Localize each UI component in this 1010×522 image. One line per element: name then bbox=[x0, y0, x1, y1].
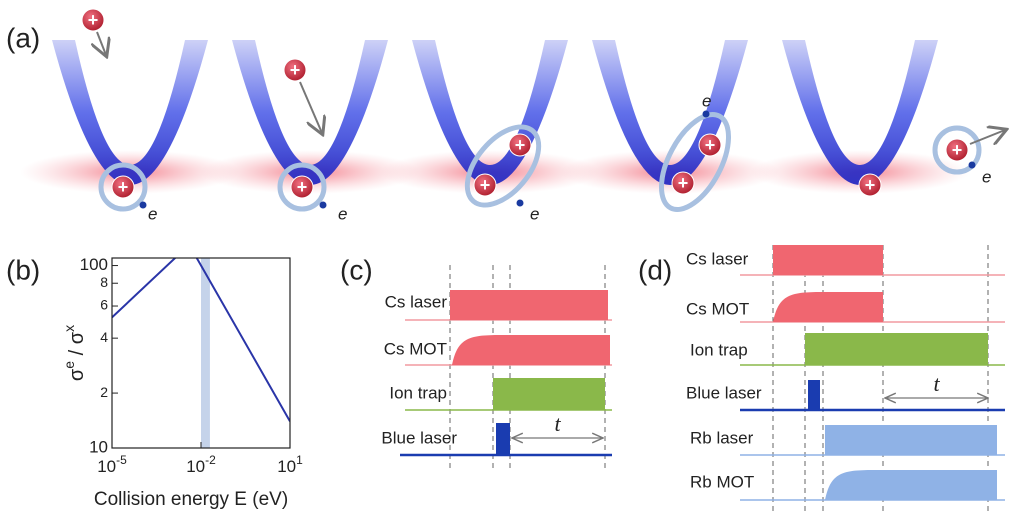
ion bbox=[671, 171, 695, 195]
row-label: Cs laser bbox=[385, 292, 448, 311]
pulse bbox=[452, 335, 610, 365]
row-label: Rb laser bbox=[690, 428, 754, 447]
y-tick-label: 8 bbox=[100, 274, 108, 290]
interval-label: t bbox=[933, 371, 940, 396]
ion-charge: + bbox=[88, 10, 99, 30]
potential-well bbox=[52, 40, 208, 185]
pulse bbox=[808, 380, 820, 410]
ion bbox=[858, 173, 882, 197]
ion bbox=[290, 175, 314, 199]
row-label: Ion trap bbox=[690, 340, 748, 359]
y-axis-title: σe / σx bbox=[61, 325, 89, 381]
pulse bbox=[773, 245, 883, 275]
y-title-part: / σ bbox=[66, 331, 88, 361]
row-label: Cs MOT bbox=[384, 339, 447, 358]
electron bbox=[139, 201, 147, 209]
panel-label: (a) bbox=[6, 22, 40, 53]
y-title-sup: x bbox=[61, 325, 77, 332]
pulse bbox=[773, 292, 883, 322]
electron bbox=[516, 199, 524, 207]
electron-label: e bbox=[530, 204, 539, 223]
y-tick-label: 6 bbox=[100, 297, 108, 313]
pulse bbox=[450, 290, 608, 320]
x-tick-label: 101 bbox=[277, 453, 303, 476]
ion-charge: + bbox=[952, 140, 963, 160]
arrow bbox=[97, 31, 106, 55]
row-label: Cs laser bbox=[686, 249, 749, 268]
orbit bbox=[932, 125, 982, 175]
electron-label: e bbox=[148, 204, 157, 223]
orbit bbox=[98, 162, 148, 212]
electron bbox=[968, 161, 976, 169]
ion bbox=[508, 133, 532, 157]
y-tick-label: 4 bbox=[100, 329, 108, 345]
tick-exponent: 1 bbox=[296, 453, 303, 467]
pulse bbox=[825, 470, 997, 500]
y-title-sup: e bbox=[61, 361, 77, 369]
orbit bbox=[277, 162, 327, 212]
interval-label: t bbox=[554, 411, 561, 436]
ion-charge: + bbox=[865, 175, 876, 195]
tick-exponent: -5 bbox=[116, 453, 127, 467]
tick-exponent: -2 bbox=[205, 453, 216, 467]
y-tick-label: 2 bbox=[100, 384, 108, 400]
row-label: Rb MOT bbox=[690, 472, 754, 491]
row-label: Blue laser bbox=[381, 428, 457, 447]
orbit bbox=[464, 124, 542, 208]
pulse bbox=[825, 425, 997, 455]
ion-charge: + bbox=[480, 175, 491, 195]
pulse bbox=[805, 333, 988, 365]
ion bbox=[81, 8, 105, 32]
row-label: Ion trap bbox=[389, 383, 447, 402]
x-tick-label: 10-2 bbox=[186, 453, 216, 476]
tick-base: 10 bbox=[97, 457, 116, 476]
potential-well bbox=[232, 40, 388, 185]
y-title-part: σ bbox=[66, 368, 88, 381]
y-tick-label: 100 bbox=[80, 255, 108, 274]
ion bbox=[698, 133, 722, 157]
tick-base: 10 bbox=[186, 457, 205, 476]
x-tick-label: 10-5 bbox=[97, 453, 127, 476]
ion bbox=[945, 138, 969, 162]
ion-charge: + bbox=[705, 135, 716, 155]
electron-label: e bbox=[702, 91, 711, 110]
electron bbox=[319, 201, 327, 209]
pulse bbox=[496, 423, 510, 455]
ion bbox=[473, 173, 497, 197]
electron bbox=[702, 110, 710, 118]
arrow bbox=[299, 81, 322, 133]
arrow bbox=[969, 130, 1005, 144]
orbit bbox=[658, 111, 732, 213]
tick-base: 10 bbox=[277, 457, 296, 476]
panel-label: (c) bbox=[340, 254, 373, 285]
ion bbox=[283, 58, 307, 82]
ion bbox=[111, 175, 135, 199]
row-label: Blue laser bbox=[686, 383, 762, 402]
panel-label: (b) bbox=[6, 254, 40, 285]
ion-charge: + bbox=[515, 135, 526, 155]
ion-charge: + bbox=[297, 177, 308, 197]
ion-charge: + bbox=[118, 177, 129, 197]
x-axis-title: Collision energy E (eV) bbox=[94, 489, 288, 510]
y-tick-label: 10 bbox=[89, 437, 108, 456]
panel-label: (d) bbox=[638, 254, 672, 285]
row-label: Cs MOT bbox=[686, 299, 749, 318]
data-line bbox=[112, 258, 290, 422]
electron-label: e bbox=[338, 204, 347, 223]
electron-label: e bbox=[982, 167, 991, 186]
pulse bbox=[493, 378, 605, 410]
ion-charge: + bbox=[290, 60, 301, 80]
potential-well bbox=[782, 40, 938, 185]
highlight-band bbox=[201, 258, 210, 448]
ion-charge: + bbox=[678, 173, 689, 193]
